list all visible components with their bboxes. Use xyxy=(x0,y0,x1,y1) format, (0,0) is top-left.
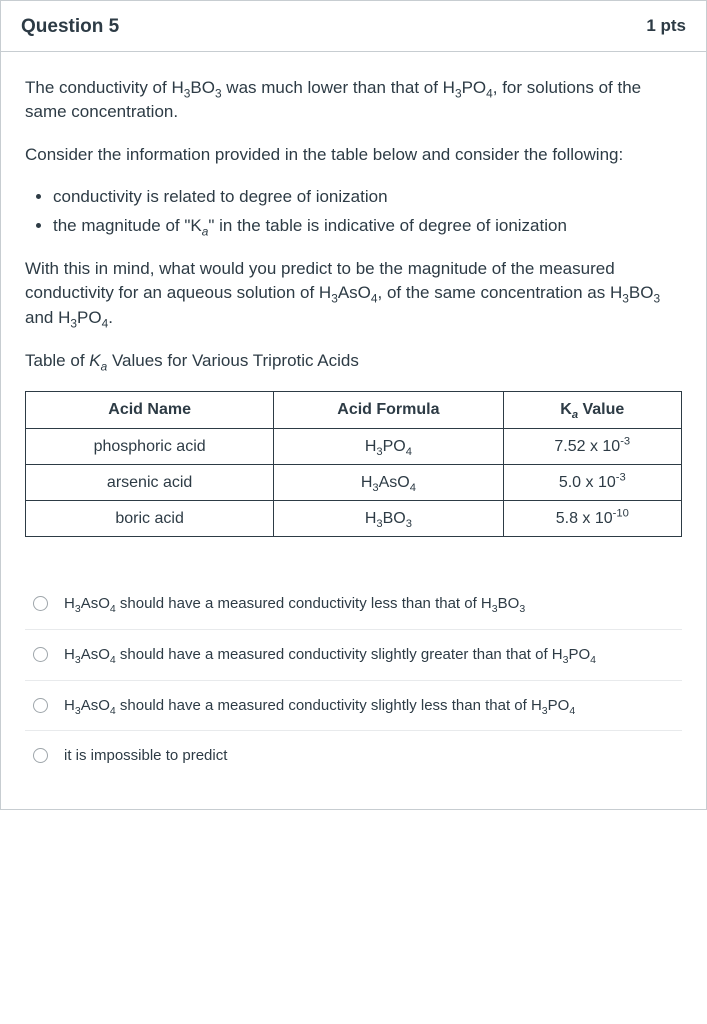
question-points: 1 pts xyxy=(646,14,686,39)
table-cell: phosphoric acid xyxy=(26,428,274,464)
column-header: Acid Name xyxy=(26,392,274,428)
question-card: Question 5 1 pts The conductivity of H3B… xyxy=(0,0,707,810)
radio-icon[interactable] xyxy=(33,748,48,763)
table-row: boric acid H3BO3 5.8 x 10-10 xyxy=(26,500,682,536)
bullet-item: conductivity is related to degree of ion… xyxy=(53,185,682,210)
table-row: arsenic acid H3AsO4 5.0 x 10-3 xyxy=(26,464,682,500)
table-header-row: Acid Name Acid Formula Ka Value xyxy=(26,392,682,428)
bullet-item: the magnitude of "Ka" in the table is in… xyxy=(53,214,682,239)
radio-icon[interactable] xyxy=(33,647,48,662)
radio-icon[interactable] xyxy=(33,698,48,713)
table-cell: boric acid xyxy=(26,500,274,536)
table-cell: arsenic acid xyxy=(26,464,274,500)
answer-option[interactable]: H3AsO4 should have a measured conductivi… xyxy=(25,680,682,731)
table-cell: 5.0 x 10-3 xyxy=(503,464,681,500)
table-cell: H3BO3 xyxy=(274,500,503,536)
option-text: H3AsO4 should have a measured conductivi… xyxy=(64,644,678,666)
intro-paragraph-2: Consider the information provided in the… xyxy=(25,143,682,168)
ka-values-table: Acid Name Acid Formula Ka Value phosphor… xyxy=(25,391,682,537)
option-text: it is impossible to predict xyxy=(64,745,678,767)
answer-options: H3AsO4 should have a measured conductivi… xyxy=(25,579,682,781)
column-header: Ka Value xyxy=(503,392,681,428)
question-header: Question 5 1 pts xyxy=(1,1,706,52)
question-body: The conductivity of H3BO3 was much lower… xyxy=(1,52,706,810)
option-text: H3AsO4 should have a measured conductivi… xyxy=(64,695,678,717)
prompt-paragraph: With this in mind, what would you predic… xyxy=(25,257,682,331)
table-cell: H3PO4 xyxy=(274,428,503,464)
answer-option[interactable]: it is impossible to predict xyxy=(25,730,682,781)
intro-paragraph-1: The conductivity of H3BO3 was much lower… xyxy=(25,76,682,125)
table-row: phosphoric acid H3PO4 7.52 x 10-3 xyxy=(26,428,682,464)
question-title: Question 5 xyxy=(21,13,119,41)
answer-option[interactable]: H3AsO4 should have a measured conductivi… xyxy=(25,629,682,680)
table-cell: H3AsO4 xyxy=(274,464,503,500)
column-header: Acid Formula xyxy=(274,392,503,428)
bullet-list: conductivity is related to degree of ion… xyxy=(25,185,682,238)
option-text: H3AsO4 should have a measured conductivi… xyxy=(64,593,678,615)
table-cell: 7.52 x 10-3 xyxy=(503,428,681,464)
table-cell: 5.8 x 10-10 xyxy=(503,500,681,536)
table-title: Table of Ka Values for Various Triprotic… xyxy=(25,349,682,374)
answer-option[interactable]: H3AsO4 should have a measured conductivi… xyxy=(25,579,682,629)
radio-icon[interactable] xyxy=(33,596,48,611)
